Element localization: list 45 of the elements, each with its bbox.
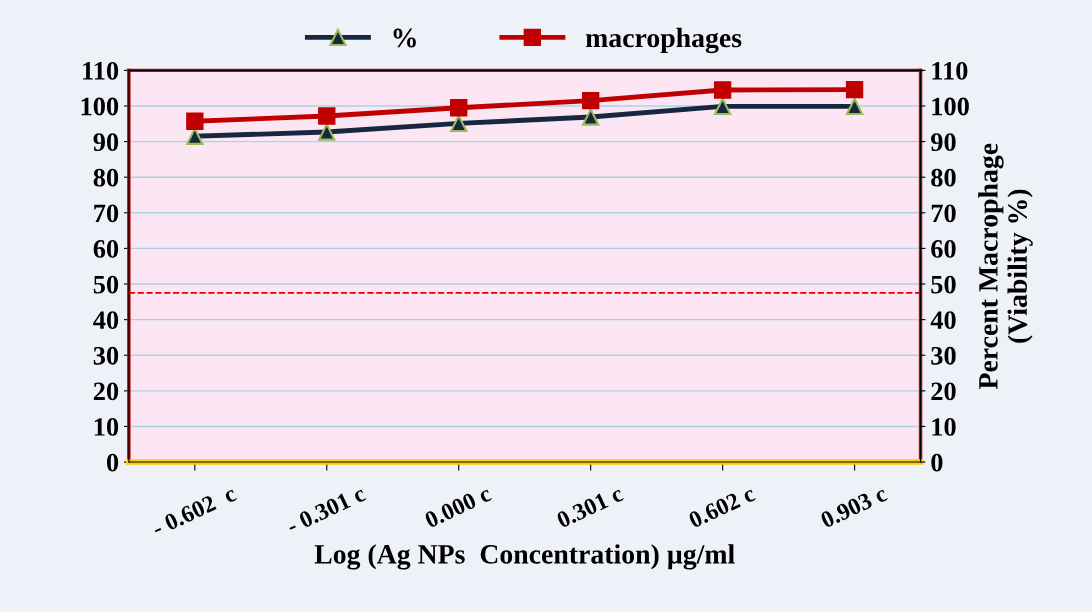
y2-tick-label: 70: [931, 204, 956, 223]
y2-tick-label: 20: [931, 382, 956, 401]
y2-tick-label: 80: [931, 168, 956, 187]
y-tick-label: 90: [93, 133, 119, 152]
point: [845, 80, 864, 99]
x-tick-label: 0.000 c: [423, 485, 493, 529]
point: [713, 97, 732, 116]
y2-tick-label: 100: [932, 97, 969, 116]
y-tick-label: 60: [93, 240, 119, 258]
y2-tick-label: 50: [931, 275, 956, 294]
point: [186, 112, 204, 130]
y-tick-label: 0: [106, 453, 119, 472]
point: [582, 91, 600, 110]
y-tick-label: 50: [93, 275, 119, 294]
y-tick-label: 110: [83, 61, 119, 80]
point: [318, 107, 336, 125]
y2-axis-title: Percent Macrophage (Viability %): [978, 143, 1033, 390]
x-tick-label: - 0.602 c: [150, 485, 238, 537]
x-axis-title: Log (Ag NPs Concentration) µg/ml: [314, 544, 735, 570]
point: [450, 99, 468, 117]
legend-label: macrophages: [585, 27, 742, 54]
x-tick-label: 0.301 c: [555, 485, 625, 529]
x-tick-label: 0.903 c: [819, 485, 889, 529]
point: [318, 123, 336, 141]
x-tick-label: - 0.301 c: [285, 485, 367, 535]
point: [582, 108, 600, 126]
y2-tick-label: 0: [931, 453, 943, 472]
y-tick-label: 80: [93, 168, 119, 187]
y2-tick-label: 30: [931, 346, 956, 365]
y2-tick-label: 110: [932, 61, 968, 80]
point: [713, 81, 732, 99]
y-tick-label: 30: [93, 346, 119, 365]
y2-tick-label: 40: [930, 311, 956, 330]
legend-label: %: [393, 28, 416, 48]
y-tick-label: 20: [93, 382, 119, 401]
y2-tick-label: 60: [931, 240, 956, 258]
y-tick-label: 10: [94, 418, 119, 436]
point: [845, 97, 864, 116]
x-tick-label: 0.602 c: [687, 485, 757, 529]
y-tick-label: 70: [94, 204, 119, 223]
y-tick-label: 100: [81, 97, 119, 116]
y-tick-label: 40: [93, 311, 119, 330]
point: [450, 114, 468, 133]
y2-tick-label: 90: [931, 133, 956, 152]
y2-tick-label: 10: [932, 418, 956, 436]
